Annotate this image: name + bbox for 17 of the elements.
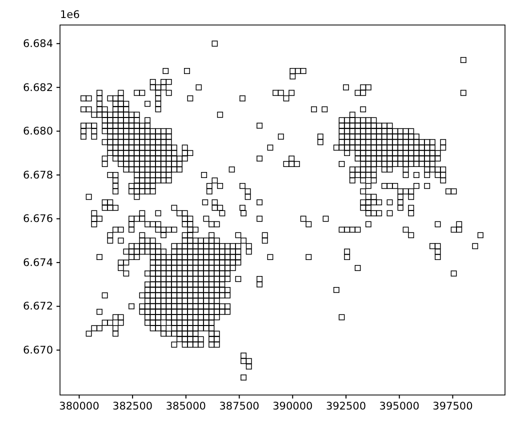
x-tick-label: 387500 bbox=[219, 400, 260, 412]
y-tick-label: 6.674 bbox=[22, 256, 54, 269]
y-tick-label: 6.672 bbox=[22, 300, 53, 313]
x-tick-label: 382500 bbox=[112, 400, 153, 412]
y-tick-label: 6.680 bbox=[22, 126, 53, 138]
x-tick-label: 380000 bbox=[59, 400, 100, 412]
y-tick-label: 6.678 bbox=[22, 169, 53, 182]
y-tick-label: 6.684 bbox=[22, 38, 54, 50]
x-tick-label: 395000 bbox=[379, 400, 420, 412]
x-tick-label: 392500 bbox=[326, 400, 366, 412]
x-tick-label: 385000 bbox=[166, 400, 206, 412]
y-tick-label: 6.670 bbox=[22, 344, 53, 356]
y-tick-label: 6.676 bbox=[22, 213, 54, 226]
x-tick-label: 397500 bbox=[432, 400, 473, 412]
text: 1e6 bbox=[60, 9, 80, 21]
x-tick-label: 390000 bbox=[272, 400, 313, 412]
y-tick-label: 6.682 bbox=[22, 82, 53, 94]
